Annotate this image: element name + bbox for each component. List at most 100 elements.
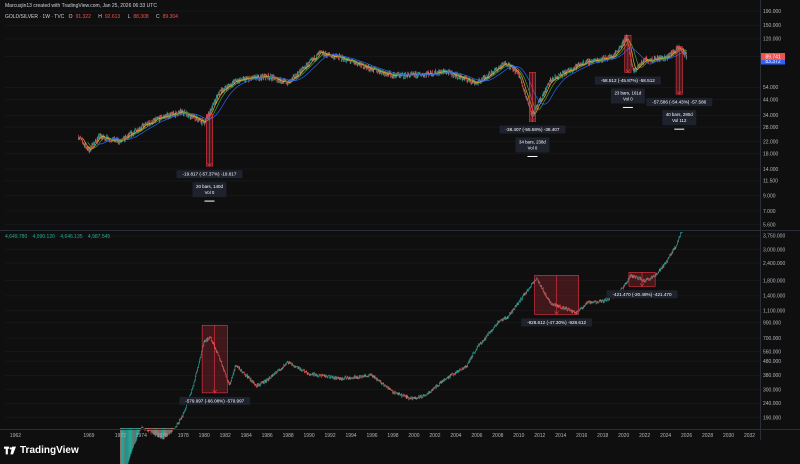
measure-arrowhead (212, 389, 217, 394)
x-tick-label: 1988 (283, 433, 294, 439)
y-tick-label: 190.000 (763, 9, 781, 15)
gold-close: 4,987.545 (87, 234, 111, 240)
tradingview-label: TradingView (20, 445, 79, 456)
last-value-label: 89.741 (765, 54, 781, 60)
x-tick-label: 2006 (471, 433, 482, 439)
x-tick-label: 1996 (366, 433, 377, 439)
measure-label: -58.512 (-45.87%) -58.512 (601, 78, 655, 83)
y-tick-label: 150.000 (763, 23, 781, 29)
x-tick-label: 1980 (199, 433, 210, 439)
y-tick-label: 3,000.000 (763, 247, 785, 253)
y-tick-label: 7.000 (763, 209, 776, 215)
x-tick-label: 2032 (744, 433, 755, 439)
x-tick-label: 1990 (304, 433, 315, 439)
x-tick-label: 2012 (534, 433, 545, 439)
x-tick-label: 2004 (450, 433, 461, 439)
measure-info: 40 bars, 280d (666, 112, 693, 117)
gold-legend: 4,649.780 4,990.120 4,646.135 4,987.545 (5, 234, 114, 240)
y-tick-label: 28.000 (763, 125, 779, 131)
y-tick-label: 14.000 (763, 167, 779, 173)
measure-arrowhead (554, 311, 559, 315)
y-tick-label: 1,400.000 (763, 294, 785, 300)
y-tick-label: 380.000 (763, 373, 781, 379)
y-tick-label: 22.000 (763, 139, 779, 145)
x-tick-label: 2002 (429, 433, 440, 439)
x-tick-label: 2000 (408, 433, 419, 439)
measure-info-bg (515, 137, 550, 153)
measure-arrowhead (207, 162, 212, 167)
tradingview-icon (4, 446, 16, 455)
ohlc-open: O 91.322 (68, 14, 91, 20)
y-tick-label: 900.000 (763, 321, 781, 327)
y-tick-label: 300.000 (763, 388, 781, 394)
y-tick-label: 1,100.000 (763, 308, 785, 314)
x-tick-label: 2022 (639, 433, 650, 439)
measure-label-bg (594, 76, 661, 85)
ohlc-close: C 89.304 (156, 14, 178, 20)
tradingview-logo[interactable]: TradingView (4, 445, 79, 456)
y-tick-label: 3,750.000 (763, 234, 785, 240)
measure-label-bg (606, 290, 678, 299)
y-tick-label: 560.000 (763, 350, 781, 356)
measure-label: -38.407 (-55.58%) -38.407 (506, 127, 560, 132)
measure-label: -57.586 (-54.43%) -57.586 (652, 100, 706, 105)
x-tick-label: 1986 (262, 433, 273, 439)
x-tick-label: 1976 (157, 433, 168, 439)
y-tick-label: 18.000 (763, 152, 779, 158)
measure-info: Vol 0 (623, 96, 633, 101)
measure-arrowhead (530, 118, 535, 123)
y-tick-label: 54.000 (763, 85, 779, 91)
measure-label-bg (499, 125, 566, 134)
x-tick-label: 2018 (597, 433, 608, 439)
ma-mid-line (87, 41, 687, 149)
measure-arrowhead (639, 283, 645, 287)
x-tick-label: 1962 (10, 433, 21, 439)
measure-label-bg (521, 318, 592, 327)
x-tick-label: 2008 (492, 433, 503, 439)
last-value-tag (761, 53, 785, 61)
x-tick-label: 1984 (241, 433, 252, 439)
measure-info-bg (192, 182, 227, 198)
x-tick-label: 2020 (618, 433, 629, 439)
measure-info: Vol 112 (672, 118, 687, 123)
measure-arrowhead (677, 90, 682, 95)
y-tick-label: 700.000 (763, 336, 781, 342)
measure-label: -421.470 (-20.48%) -421.470 (613, 292, 672, 297)
axes: 190.000150.000120.00090.00054.00044.0003… (0, 0, 800, 440)
x-tick-label: 2028 (702, 433, 713, 439)
x-tick-label: 1974 (136, 433, 147, 439)
measure-label: -579.997 (-66.08%) -579.997 (185, 398, 244, 403)
y-tick-label: 120.000 (763, 37, 781, 43)
gold-pane[interactable]: -579.997 (-66.08%) -579.997 -928.612 (-47… (120, 232, 683, 464)
ohlc-low: L 88.308 (127, 14, 149, 20)
ma-fast-line (82, 38, 687, 150)
symbol-label[interactable]: GOLD/SILVER · 1W · TVC (5, 14, 65, 20)
x-tick-label: 2030 (723, 433, 734, 439)
y-tick-label: 9.000 (763, 194, 776, 200)
x-tick-label: 1972 (115, 433, 126, 439)
x-tick-label: 2024 (660, 433, 671, 439)
x-tick-label: 1969 (83, 433, 94, 439)
y-tick-label: 5.600 (763, 222, 776, 228)
measure-info-bg (610, 88, 645, 104)
measure-label: -928.612 (-47.30%) -928.612 (527, 320, 586, 325)
gold-open: 4,649.780 (5, 234, 28, 240)
measure-arrowhead (625, 69, 631, 73)
x-tick-label: 1998 (387, 433, 398, 439)
ohlc-high: H 92.613 (98, 14, 121, 20)
y-tick-label: 1,800.000 (763, 278, 785, 284)
x-tick-label: 2010 (513, 433, 524, 439)
measure-info: 34 bars, 238d (519, 139, 546, 144)
gold-high: 4,990.120 (32, 234, 55, 240)
measure-label-bg (176, 170, 243, 179)
y-tick-label: 480.000 (763, 359, 781, 365)
measure-info: 23 bars, 161d (614, 90, 641, 95)
x-tick-label: 2026 (681, 433, 692, 439)
y-tick-label: 44.000 (763, 97, 779, 103)
y-tick-label: 34.000 (763, 113, 779, 119)
last-value-label: 83.372 (765, 59, 781, 65)
y-tick-label: 240.000 (763, 401, 781, 407)
x-tick-label: 1982 (220, 433, 231, 439)
